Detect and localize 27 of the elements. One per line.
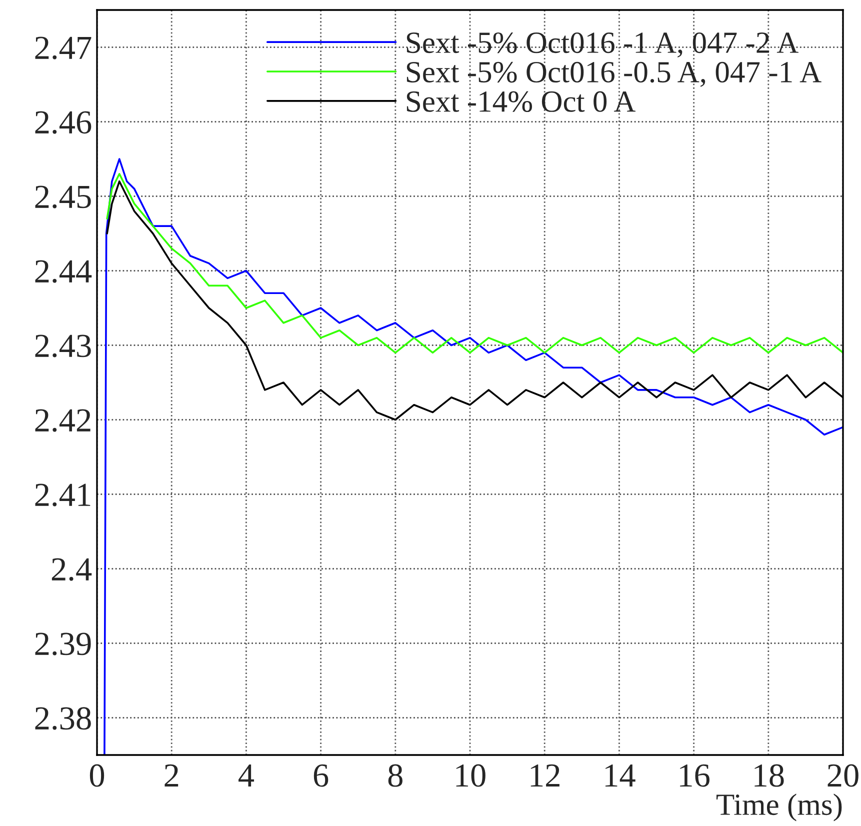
x-tick-label: 4 <box>238 764 254 786</box>
x-tick-label: 8 <box>388 764 402 787</box>
x-axis-title: Time (ms) <box>716 794 842 822</box>
legend-label: Sext -5% Oct016 -0.5 A, 047 -1 A <box>406 62 822 87</box>
y-tick-label: 2.39 <box>35 632 91 656</box>
x-tick-label: 12 <box>530 764 560 786</box>
x-tick-label: 16 <box>680 764 710 787</box>
y-tick-label: 2.42 <box>35 409 90 432</box>
x-tick-label: 0 <box>90 764 104 787</box>
y-tick-label: 2.46 <box>35 111 92 134</box>
legend-label: Sext -5% Oct016 -1 A, 047 -2 A <box>406 32 798 58</box>
y-tick-label: 2.44 <box>35 260 92 283</box>
x-tick-label: 2 <box>164 764 178 786</box>
y-tick-label: 2.4 <box>52 558 92 581</box>
y-tick-label: 2.41 <box>35 484 90 506</box>
line-series <box>106 172 843 354</box>
y-tick-label: 2.38 <box>35 707 91 730</box>
y-tick-label: 2.47 <box>35 36 92 60</box>
y-tick-label: 2.45 <box>35 186 91 208</box>
x-tick-label: 10 <box>456 764 486 787</box>
legend-label: Sext -14% Oct 0 A <box>406 91 636 112</box>
x-tick-label: 6 <box>314 764 328 787</box>
y-tick-label: 2.43 <box>35 334 91 358</box>
x-tick-label: 18 <box>754 764 784 787</box>
line-series <box>104 158 843 755</box>
x-tick-label: 14 <box>605 764 636 786</box>
x-tick-label: 20 <box>828 764 858 787</box>
